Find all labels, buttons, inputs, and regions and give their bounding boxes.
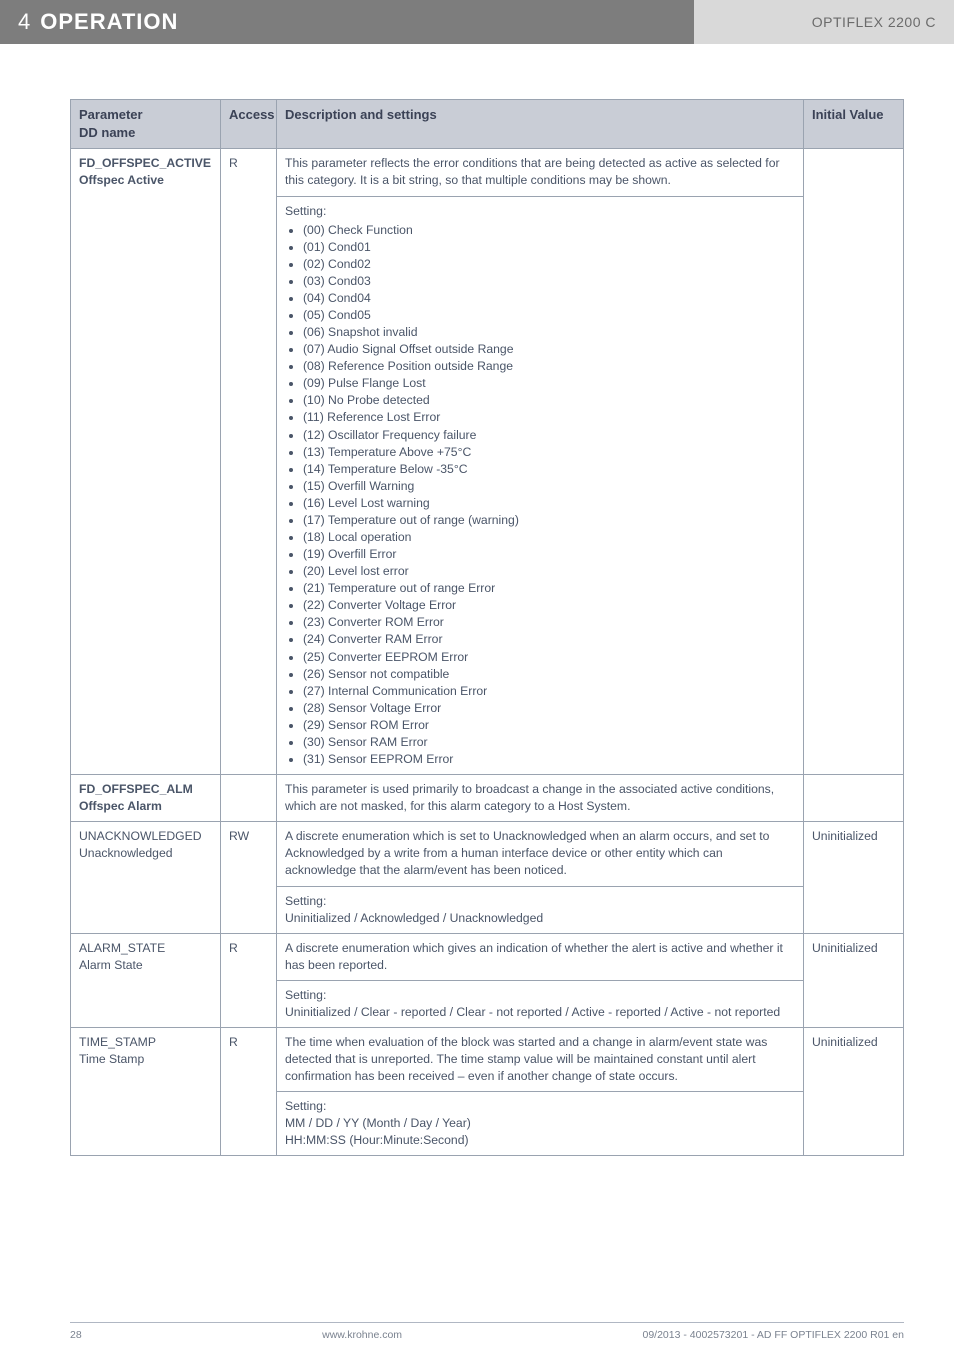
param-name: FD_OFFSPEC_ACTIVE xyxy=(79,156,211,170)
cell-access: R xyxy=(221,1027,277,1155)
cell-desc: This parameter is used primarily to broa… xyxy=(277,775,804,822)
col-parameter: Parameter DD name xyxy=(71,100,221,149)
cell-init: Uninitialized xyxy=(804,1027,904,1155)
list-item: (26) Sensor not compatible xyxy=(303,666,795,683)
cell-access: R xyxy=(221,149,277,775)
setting-label: Setting: xyxy=(285,203,795,220)
cell-param: ALARM_STATE Alarm State xyxy=(71,933,221,1027)
col-access: Access xyxy=(221,100,277,149)
list-item: (02) Cond02 xyxy=(303,256,795,273)
list-item: (05) Cond05 xyxy=(303,307,795,324)
page-footer: 28 www.krohne.com 09/2013 - 4002573201 -… xyxy=(0,1322,954,1351)
table-row: UNACKNOWLEDGED Unacknowledged RW A discr… xyxy=(71,822,904,886)
list-item: (11) Reference Lost Error xyxy=(303,409,795,426)
setting-text: Uninitialized / Clear - reported / Clear… xyxy=(285,1004,795,1021)
cell-desc: This parameter reflects the error condit… xyxy=(277,149,804,196)
list-item: (25) Converter EEPROM Error xyxy=(303,649,795,666)
setting-label: Setting: xyxy=(285,987,795,1004)
cell-init xyxy=(804,149,904,775)
param-name: ALARM_STATE xyxy=(79,941,165,955)
cell-desc: The time when evaluation of the block wa… xyxy=(277,1027,804,1091)
list-item: (18) Local operation xyxy=(303,529,795,546)
section-title: OPERATION xyxy=(40,9,178,35)
table-row: FD_OFFSPEC_ACTIVE Offspec Active R This … xyxy=(71,149,904,196)
dd-name: Offspec Alarm xyxy=(79,799,162,813)
cell-access xyxy=(221,775,277,822)
table-row: TIME_STAMP Time Stamp R The time when ev… xyxy=(71,1027,904,1091)
list-item: (29) Sensor ROM Error xyxy=(303,717,795,734)
list-item: (04) Cond04 xyxy=(303,290,795,307)
col-param-label: Parameter xyxy=(79,107,143,122)
list-item: (31) Sensor EEPROM Error xyxy=(303,751,795,768)
list-item: (00) Check Function xyxy=(303,222,795,239)
setting-text: Uninitialized / Acknowledged / Unacknowl… xyxy=(285,910,795,927)
list-item: (16) Level Lost warning xyxy=(303,495,795,512)
setting-label: Setting: xyxy=(285,893,795,910)
cell-settings: Setting: (00) Check Function (01) Cond01… xyxy=(277,196,804,775)
list-item: (12) Oscillator Frequency failure xyxy=(303,427,795,444)
list-item: (27) Internal Communication Error xyxy=(303,683,795,700)
table-row: ALARM_STATE Alarm State R A discrete enu… xyxy=(71,933,904,980)
cell-init: Uninitialized xyxy=(804,822,904,933)
dd-name: Unacknowledged xyxy=(79,846,173,860)
cell-init: Uninitialized xyxy=(804,933,904,1027)
list-item: (28) Sensor Voltage Error xyxy=(303,700,795,717)
page-header: 4 OPERATION OPTIFLEX 2200 C xyxy=(0,0,954,44)
col-dd-label: DD name xyxy=(79,125,135,140)
list-item: (08) Reference Position outside Range xyxy=(303,358,795,375)
dd-name: Time Stamp xyxy=(79,1052,144,1066)
list-item: (15) Overfill Warning xyxy=(303,478,795,495)
cell-param: TIME_STAMP Time Stamp xyxy=(71,1027,221,1155)
list-item: (14) Temperature Below -35°C xyxy=(303,461,795,478)
list-item: (30) Sensor RAM Error xyxy=(303,734,795,751)
content-area: Parameter DD name Access Description and… xyxy=(0,44,954,1156)
setting-text: MM / DD / YY (Month / Day / Year) HH:MM:… xyxy=(285,1115,795,1149)
param-name: UNACKNOWLEDGED xyxy=(79,829,202,843)
header-product: OPTIFLEX 2200 C xyxy=(694,0,954,44)
table-row: FD_OFFSPEC_ALM Offspec Alarm This parame… xyxy=(71,775,904,822)
footer-site: www.krohne.com xyxy=(322,1329,402,1341)
cell-settings: Setting: Uninitialized / Clear - reporte… xyxy=(277,980,804,1027)
col-description: Description and settings xyxy=(277,100,804,149)
cell-desc: A discrete enumeration which is set to U… xyxy=(277,822,804,886)
list-item: (01) Cond01 xyxy=(303,239,795,256)
dd-name: Offspec Active xyxy=(79,173,164,187)
cell-settings: Setting: Uninitialized / Acknowledged / … xyxy=(277,886,804,933)
footer-page: 28 xyxy=(70,1329,82,1341)
list-item: (22) Converter Voltage Error xyxy=(303,597,795,614)
list-item: (24) Converter RAM Error xyxy=(303,631,795,648)
param-name: TIME_STAMP xyxy=(79,1035,156,1049)
list-item: (21) Temperature out of range Error xyxy=(303,580,795,597)
list-item: (06) Snapshot invalid xyxy=(303,324,795,341)
list-item: (20) Level lost error xyxy=(303,563,795,580)
list-item: (17) Temperature out of range (warning) xyxy=(303,512,795,529)
section-number: 4 xyxy=(18,9,30,35)
cell-desc: A discrete enumeration which gives an in… xyxy=(277,933,804,980)
cell-param: FD_OFFSPEC_ALM Offspec Alarm xyxy=(71,775,221,822)
cell-init xyxy=(804,775,904,822)
dd-name: Alarm State xyxy=(79,958,143,972)
list-item: (07) Audio Signal Offset outside Range xyxy=(303,341,795,358)
list-item: (19) Overfill Error xyxy=(303,546,795,563)
col-initial: Initial Value xyxy=(804,100,904,149)
header-left: 4 OPERATION xyxy=(0,0,694,44)
list-item: (03) Cond03 xyxy=(303,273,795,290)
cell-settings: Setting: MM / DD / YY (Month / Day / Yea… xyxy=(277,1092,804,1156)
settings-list: (00) Check Function (01) Cond01 (02) Con… xyxy=(285,222,795,769)
setting-label: Setting: xyxy=(285,1098,795,1115)
parameter-table: Parameter DD name Access Description and… xyxy=(70,99,904,1156)
list-item: (13) Temperature Above +75°C xyxy=(303,444,795,461)
footer-doc: 09/2013 - 4002573201 - AD FF OPTIFLEX 22… xyxy=(642,1329,904,1341)
cell-param: UNACKNOWLEDGED Unacknowledged xyxy=(71,822,221,933)
list-item: (09) Pulse Flange Lost xyxy=(303,375,795,392)
list-item: (10) No Probe detected xyxy=(303,392,795,409)
cell-access: RW xyxy=(221,822,277,933)
list-item: (23) Converter ROM Error xyxy=(303,614,795,631)
param-name: FD_OFFSPEC_ALM xyxy=(79,782,193,796)
table-header-row: Parameter DD name Access Description and… xyxy=(71,100,904,149)
cell-access: R xyxy=(221,933,277,1027)
cell-param: FD_OFFSPEC_ACTIVE Offspec Active xyxy=(71,149,221,775)
